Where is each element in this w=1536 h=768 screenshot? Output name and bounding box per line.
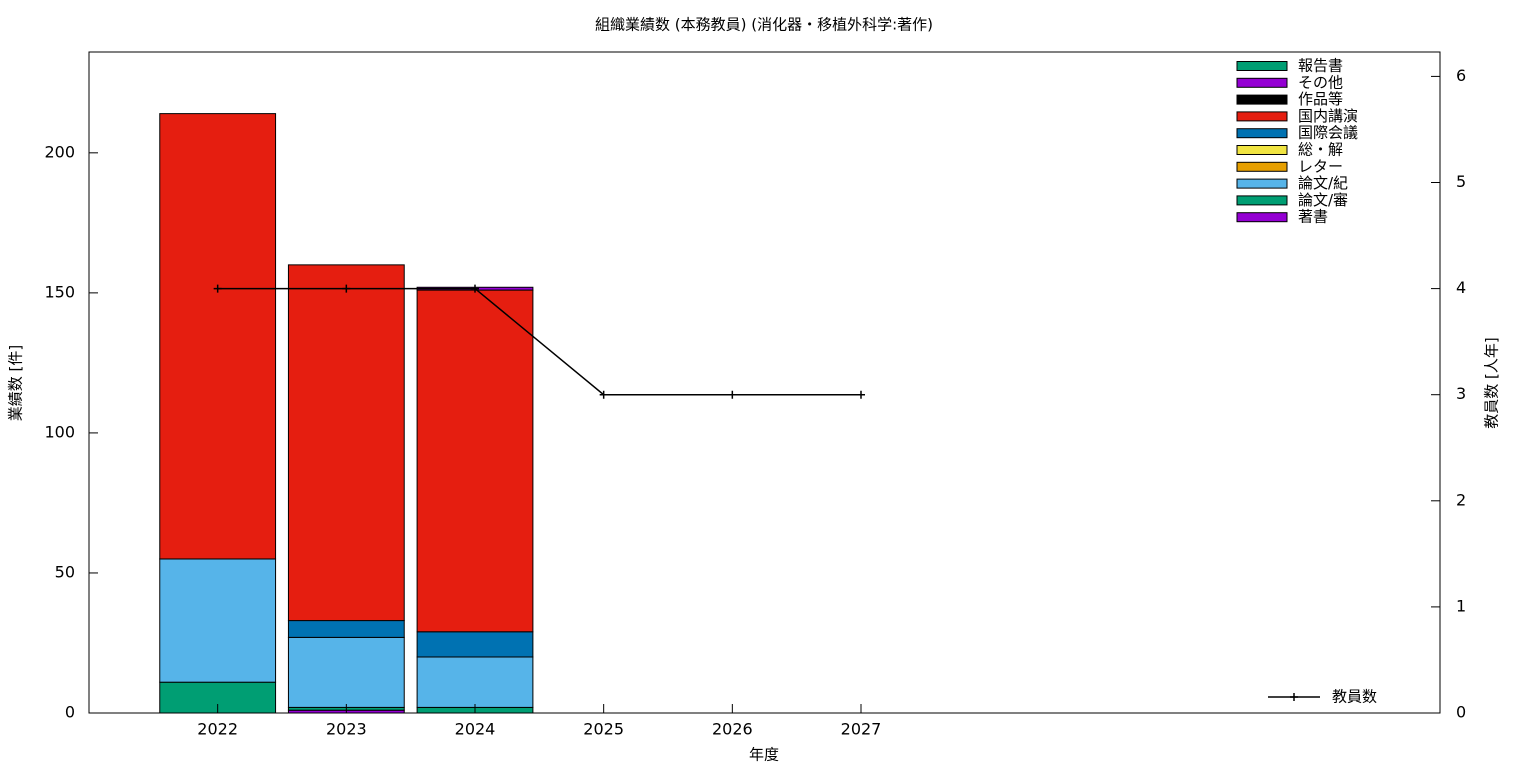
legend-point: [1290, 693, 1298, 701]
bar-segment: [287, 264, 405, 622]
bar-segment: [159, 113, 277, 560]
legend-swatch: [1236, 212, 1288, 223]
chart-title: 組織業績数 (本務教員) (消化器・移植外科学:著作): [595, 16, 933, 34]
y2-tick-label: 0: [1456, 703, 1466, 722]
y2-tick-label: 4: [1456, 278, 1466, 297]
legend-label: 著書: [1298, 208, 1328, 226]
x-tick-label: 2022: [197, 720, 238, 739]
y-tick-label: 0: [65, 703, 75, 722]
y2-tick-label: 5: [1456, 172, 1466, 191]
y2-tick-label: 3: [1456, 384, 1466, 403]
line-point: [471, 284, 479, 293]
legend-label: 国内講演: [1298, 107, 1358, 125]
bar-segment: [416, 656, 534, 708]
legend-label: レター: [1298, 157, 1343, 175]
y2-tick-label: 2: [1456, 490, 1466, 509]
bar-segment: [287, 620, 405, 638]
y2-axis-label: 教員数 [人年]: [1483, 337, 1501, 428]
legend-swatch: [1236, 61, 1288, 71]
legend-label: その他: [1298, 73, 1343, 91]
legend-label: 論文/審: [1298, 191, 1348, 209]
legend-label: 国際会議: [1298, 124, 1358, 142]
legend-swatch: [1236, 195, 1288, 206]
y-tick-label: 100: [44, 422, 75, 441]
y-tick-label: 50: [55, 562, 75, 581]
y2-tick-label: 6: [1456, 66, 1466, 85]
legend-label: 論文/紀: [1298, 174, 1348, 192]
bar-segment: [416, 631, 534, 658]
y-tick-label: 200: [44, 142, 75, 161]
line-point: [728, 390, 737, 399]
legend-label: 総・解: [1298, 141, 1343, 159]
legend-label: 作品等: [1298, 90, 1343, 108]
y2-tick-label: 1: [1456, 596, 1466, 615]
y-axis-label: 業績数 [件]: [7, 345, 25, 421]
legend-swatch: [1236, 111, 1288, 122]
line: [217, 287, 861, 396]
line-point: [857, 390, 865, 399]
bar-segment: [159, 558, 277, 683]
legend-swatch: [1236, 128, 1288, 139]
plot-border: [88, 51, 1441, 714]
line-point: [342, 284, 351, 293]
bar-segment: [416, 289, 534, 633]
line-point: [599, 390, 608, 399]
y-tick-label: 150: [44, 282, 75, 301]
x-tick-label: 2023: [326, 720, 367, 739]
x-tick-label: 2024: [455, 720, 496, 739]
legend-label: 教員数: [1332, 688, 1377, 706]
line-point: [213, 284, 222, 293]
x-tick-label: 2025: [583, 720, 624, 739]
legend-swatch: [1236, 178, 1288, 189]
legend-swatch: [1236, 94, 1288, 105]
x-tick-label: 2026: [712, 720, 753, 739]
legend-swatch: [1236, 161, 1288, 172]
legend-swatch: [1236, 77, 1288, 88]
x-tick-label: 2027: [841, 720, 882, 739]
bar-segment: [287, 636, 405, 708]
legend-label: 報告書: [1298, 57, 1343, 75]
legend-swatch: [1236, 145, 1288, 155]
x-axis-label: 年度: [749, 746, 779, 764]
